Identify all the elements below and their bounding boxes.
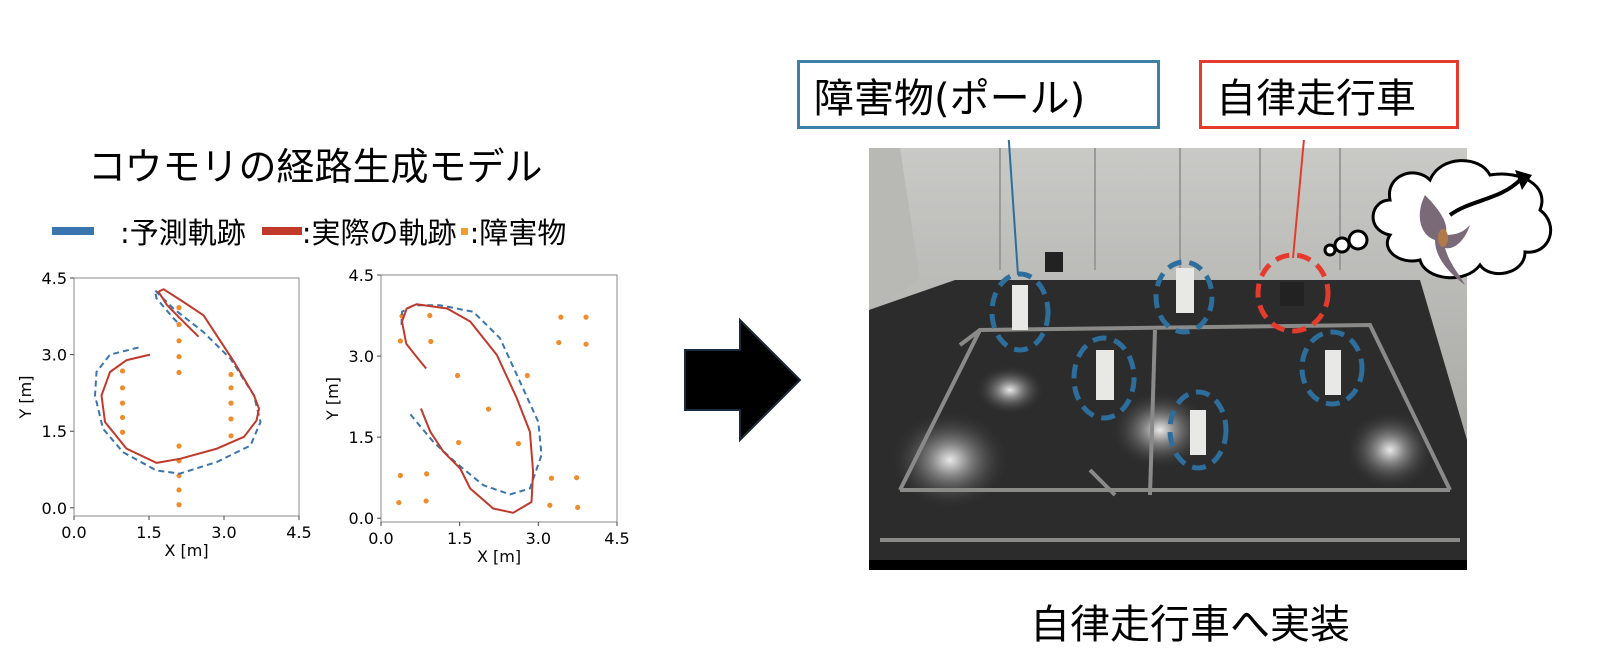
x-tick-label: 4.5: [604, 529, 629, 548]
x-axis-label: X [m]: [164, 541, 208, 560]
obstacle-point: [558, 314, 564, 320]
obstacle-point: [119, 400, 126, 406]
y-tick-label: 0.0: [42, 499, 67, 518]
y-tick-label: 3.0: [349, 347, 374, 366]
x-tick-label: 1.5: [447, 529, 472, 548]
x-tick-label: 0.0: [368, 529, 393, 548]
obstacle-point: [583, 314, 589, 320]
x-tick-label: 4.5: [286, 523, 311, 542]
actual-trajectory: [100, 288, 260, 464]
model-title: コウモリの経路生成モデル: [88, 145, 543, 189]
obstacle-point: [176, 354, 182, 360]
obstacle-point: [427, 312, 433, 319]
obstacle-point: [556, 339, 562, 346]
obstacle-point: [176, 487, 182, 493]
legend-actual-label: :実際の軌跡: [301, 216, 457, 250]
obstacle-point: [228, 385, 234, 391]
arrow-right-icon: [684, 317, 802, 443]
flight-arrow-icon: [1448, 178, 1522, 217]
obstacle-point: [428, 338, 434, 345]
obstacle-point: [583, 341, 589, 347]
y-tick-label: 1.5: [42, 422, 67, 441]
legend-predicted-label: :予測軌跡: [120, 216, 246, 250]
y-axis-label: Y [m]: [16, 376, 35, 420]
obstacle-point: [228, 416, 234, 422]
legend-obstacle-swatch: [460, 227, 468, 235]
x-tick-label: 3.0: [526, 529, 551, 548]
caption: 自律走行車へ実装: [1030, 602, 1350, 648]
obstacle-point: [423, 498, 429, 504]
obstacle-marker: [1071, 335, 1137, 421]
obstacle-point: [485, 406, 492, 412]
actual-trajectory: [401, 303, 535, 514]
x-tick-label: 0.0: [61, 523, 86, 542]
obstacle-point: [228, 400, 234, 406]
y-tick-label: 4.5: [349, 266, 374, 285]
obstacle-point: [397, 472, 404, 479]
vehicle-label-box: 自律走行車: [1199, 60, 1459, 129]
obstacle-point: [228, 433, 234, 439]
obstacle-point: [228, 371, 234, 378]
obstacle-marker: [1299, 329, 1365, 407]
plot-area: [380, 274, 618, 523]
obstacle-point: [548, 475, 555, 481]
obstacle-point: [176, 502, 182, 508]
obstacle-point: [176, 338, 182, 344]
legend-actual-swatch: [261, 227, 302, 235]
vehicle-label: 自律走行車: [1216, 75, 1416, 122]
y-tick-label: 4.5: [42, 269, 67, 288]
y-axis-label: Y [m]: [323, 377, 342, 421]
legend-predicted-swatch: [52, 227, 94, 235]
obstacle-point: [575, 504, 581, 511]
chart-bat-path-1: 0.0 1.5 3.0 4.5 0.0 1.5 3.0 4.5 X [m] Y [m] 0.0 1.5…: [16, 266, 630, 566]
obstacle-point: [119, 368, 126, 374]
obstacle-point: [176, 305, 182, 311]
obstacle-label: 障害物(ポール): [814, 75, 1086, 122]
obstacle-point: [396, 499, 402, 506]
plot-area: [73, 277, 300, 517]
obstacle-point: [176, 443, 182, 449]
obstacle-point: [574, 475, 580, 481]
legend: :予測軌跡 :実際の軌跡 :障害物: [52, 210, 566, 252]
vehicle-marker: [1255, 252, 1331, 334]
obstacle-marker: [989, 271, 1051, 353]
obstacle-point: [424, 471, 430, 477]
y-tick-label: 0.0: [349, 509, 374, 528]
experiment-photo: [869, 140, 1553, 570]
obstacle-point: [119, 385, 126, 391]
obstacle-marker: [1167, 389, 1229, 471]
predicted-trajectory: [94, 289, 262, 475]
bat-icon: [1419, 195, 1470, 285]
obstacle-point: [119, 429, 126, 435]
legend-obstacle-label: :障害物: [469, 216, 567, 250]
y-tick-label: 3.0: [42, 346, 67, 365]
obstacle-point: [454, 372, 461, 379]
obstacle-point: [524, 372, 530, 379]
obstacle-point: [397, 338, 404, 344]
chart-1: 0.0 1.5 3.0 4.5 0.0 1.5 3.0 4.5 X [m] Y [m]: [16, 269, 312, 560]
obstacle-point: [515, 441, 522, 447]
obstacle-label-box: 障害物(ポール): [797, 60, 1160, 129]
vehicle-leader-line: [1292, 140, 1305, 259]
obstacle-point: [547, 502, 553, 508]
obstacle-point: [176, 321, 182, 328]
chart-2: 0.0 1.5 3.0 4.5 0.0 1.5 3.0 4.5 X [m] Y [m]: [323, 266, 630, 566]
x-tick-label: 3.0: [211, 523, 236, 542]
x-tick-label: 1.5: [136, 523, 161, 542]
obstacle-point: [176, 369, 182, 376]
x-axis-label: X [m]: [477, 547, 521, 566]
obstacle-point: [456, 439, 462, 446]
obstacle-leader-line: [1007, 140, 1019, 276]
obstacle-marker: [1153, 259, 1215, 335]
y-tick-label: 1.5: [349, 428, 374, 447]
obstacle-point: [119, 414, 126, 421]
